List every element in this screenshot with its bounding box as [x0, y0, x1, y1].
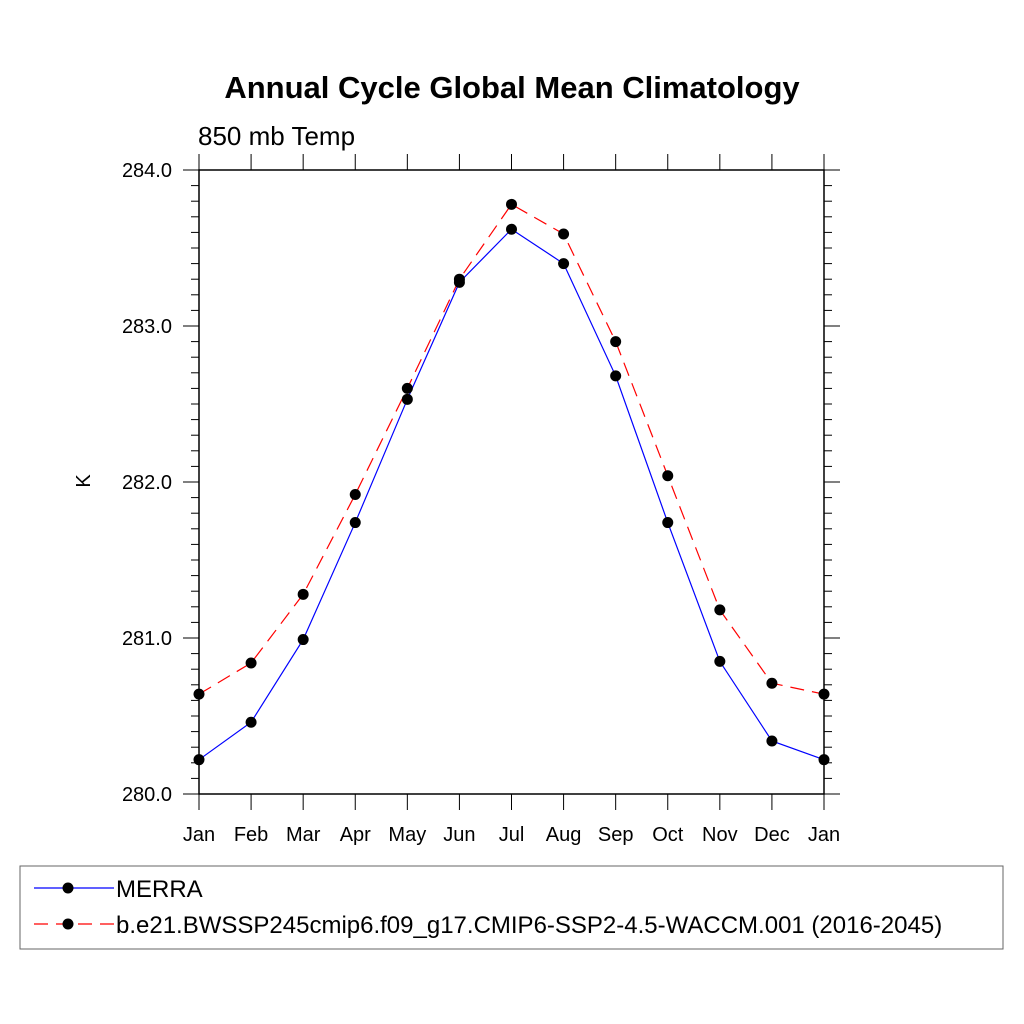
data-point [297, 634, 309, 646]
x-tick-label: Oct [652, 824, 684, 846]
x-tick-label: Nov [702, 824, 738, 846]
x-tick-label: Apr [340, 824, 371, 846]
data-point [297, 588, 309, 600]
legend: MERRA b.e21.BWSSP245cmip6.f09_g17.CMIP6-S… [19, 865, 1004, 950]
data-point [558, 258, 570, 270]
x-tick-label: Aug [546, 824, 582, 846]
data-point [245, 716, 257, 728]
data-point [662, 517, 674, 529]
data-point [558, 228, 570, 240]
x-tick-label: Sep [598, 824, 634, 846]
data-point [818, 754, 830, 766]
x-tick-label: Jan [808, 824, 840, 846]
series-line [198, 203, 825, 695]
chart-title: Annual Cycle Global Mean Climatology [224, 70, 800, 105]
legend-label: MERRA [116, 876, 203, 903]
data-point [818, 688, 830, 700]
data-point [349, 488, 361, 500]
legend-marker [62, 882, 74, 894]
y-tick-label: 284.0 [122, 160, 172, 182]
data-point [193, 754, 205, 766]
y-axis-label: K [73, 474, 95, 488]
data-point [766, 677, 778, 689]
series-line [198, 228, 825, 761]
legend-marker [62, 918, 74, 930]
data-point [506, 223, 517, 235]
y-tick-label: 281.0 [122, 628, 172, 650]
data-point [453, 273, 465, 285]
x-tick-label: Feb [234, 824, 268, 846]
data-point [401, 393, 413, 405]
data-point [506, 198, 517, 210]
data-point [610, 336, 622, 348]
y-tick-label: 280.0 [122, 784, 172, 806]
plot-frame [198, 169, 825, 795]
data-point [766, 735, 778, 747]
data-point [349, 517, 361, 529]
y-tick-label: 282.0 [122, 472, 172, 494]
data-point [714, 655, 726, 667]
data-point [662, 470, 674, 482]
data-point [245, 657, 257, 669]
data-point [401, 382, 413, 394]
x-tick-label: Mar [286, 824, 321, 846]
x-tick-label: Dec [754, 824, 790, 846]
legend-frame [19, 865, 1004, 950]
series-layer [193, 198, 830, 766]
x-tick-label: May [388, 824, 426, 846]
x-tick-label: Jun [443, 824, 475, 846]
x-tick-label: Jul [499, 824, 525, 846]
data-point [610, 370, 622, 382]
data-point [193, 688, 205, 700]
x-tick-label: Jan [183, 824, 215, 846]
axis-ticks: 280.0 281.0 282.0 283.0 284.0 Jan Feb Mar Apr May… [122, 154, 840, 846]
legend-label: b.e21.BWSSP245cmip6.f09_g17.CMIP6-SSP2-4… [116, 912, 942, 939]
data-point [714, 604, 726, 616]
y-tick-label: 283.0 [122, 316, 172, 338]
chart-subtitle: 850 mb Temp [198, 121, 355, 151]
